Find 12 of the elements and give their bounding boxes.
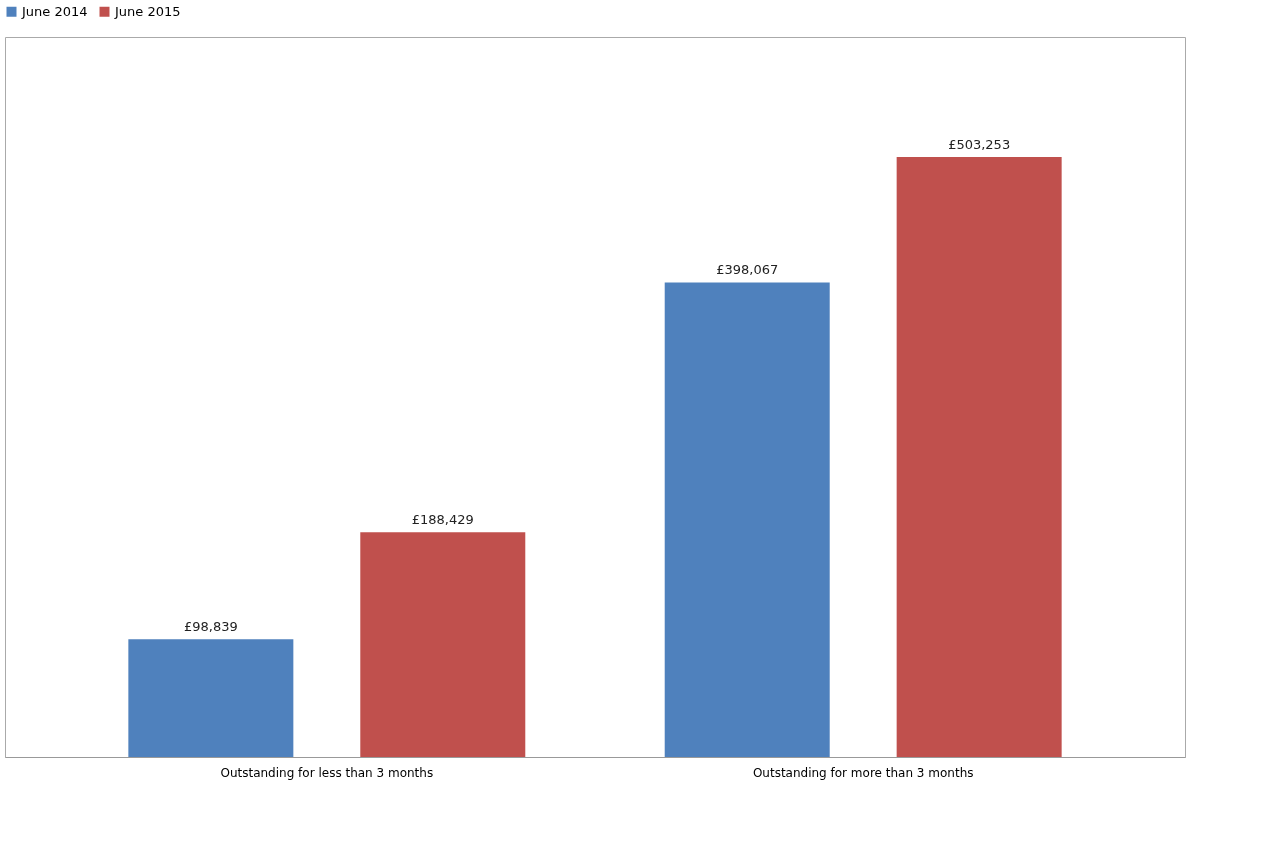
data-label: £503,253 (948, 137, 1011, 152)
data-label: £98,839 (183, 619, 238, 635)
bar (664, 282, 830, 757)
legend-label: June 2014 (21, 3, 88, 19)
bar (896, 157, 1062, 757)
data-label: £188,429 (411, 512, 474, 528)
data-label: £398,067 (716, 262, 779, 278)
bar (128, 639, 294, 757)
bar (360, 532, 526, 757)
x-tick-label: Outstanding for more than 3 months (752, 765, 974, 780)
x-tick-label: Outstanding for less than 3 months (220, 765, 434, 780)
legend-label: June 2015 (114, 3, 181, 19)
